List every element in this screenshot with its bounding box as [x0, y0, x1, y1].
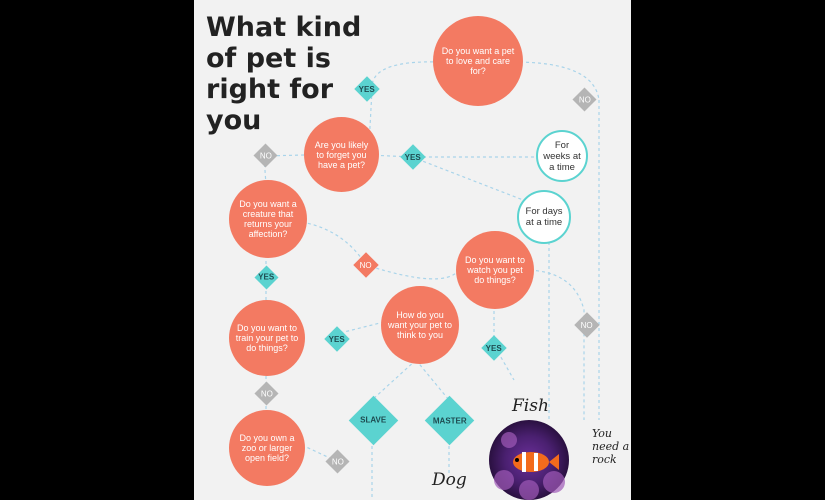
outcome-dog: Dog	[432, 470, 467, 490]
connector-line	[368, 154, 534, 158]
decision-label: NO	[581, 320, 593, 330]
decision-label: SLAVE	[360, 415, 387, 425]
decision-label: YES	[404, 152, 422, 162]
question-label: Do you want to train your pet to do thin…	[235, 323, 299, 353]
outcome-fish: Fish	[512, 396, 549, 416]
question-own-zoo: Do you own a zoo or larger open field?	[229, 410, 305, 486]
answer-label: For days at a time	[525, 206, 563, 228]
question-label: Do you want a creature that returns your…	[239, 199, 297, 239]
connector-line	[301, 221, 460, 280]
question-forget-pet: Are you likely to forget you have a pet?	[304, 117, 379, 192]
decision-label: YES	[328, 334, 346, 344]
question-label: Do you want to watch you pet do things?	[464, 255, 526, 285]
answer-label: For weeks at a time	[543, 139, 581, 173]
connector-line	[263, 154, 305, 186]
question-creature-affection: Do you want a creature that returns your…	[229, 180, 307, 258]
decision-label: NO	[259, 151, 272, 160]
connector-line	[513, 61, 600, 101]
question-train-pet: Do you want to train your pet to do thin…	[229, 300, 305, 376]
chart-title: What kind of pet is right for you	[206, 12, 362, 136]
question-label: Do you own a zoo or larger open field?	[239, 433, 295, 463]
answer-weeks: For weeks at a time	[536, 130, 588, 182]
outcome-rock: You need a rock	[592, 427, 630, 466]
question-label: How do you want your pet to think to you	[387, 310, 453, 340]
decision-label: MASTER	[432, 416, 467, 425]
question-pet-think: How do you want your pet to think to you	[381, 286, 459, 364]
answer-days: For days at a time	[517, 190, 571, 244]
flowchart-canvas: What kind of pet is right for you Do you…	[194, 0, 631, 500]
question-label: Are you likely to forget you have a pet?	[314, 139, 369, 170]
anemone	[494, 432, 565, 500]
clownfish	[513, 452, 559, 472]
decision-label: NO	[331, 457, 344, 466]
decision-label: NO	[360, 260, 372, 270]
connector-line	[371, 61, 440, 91]
decision-label: YES	[485, 343, 503, 353]
decision-label: YES	[258, 272, 275, 282]
question-watch-pet: Do you want to watch you pet do things?	[456, 231, 534, 309]
connector-line	[371, 359, 417, 401]
question-label: Do you want a pet to love and care for?	[441, 46, 515, 76]
decision-label: NO	[260, 389, 273, 398]
fish-photo	[489, 420, 569, 500]
decision-label: NO	[578, 95, 591, 104]
connector-line	[415, 359, 450, 401]
connector-line	[493, 305, 515, 381]
decision-label: YES	[358, 84, 376, 94]
question-love-pet: Do you want a pet to love and care for?	[433, 16, 523, 106]
